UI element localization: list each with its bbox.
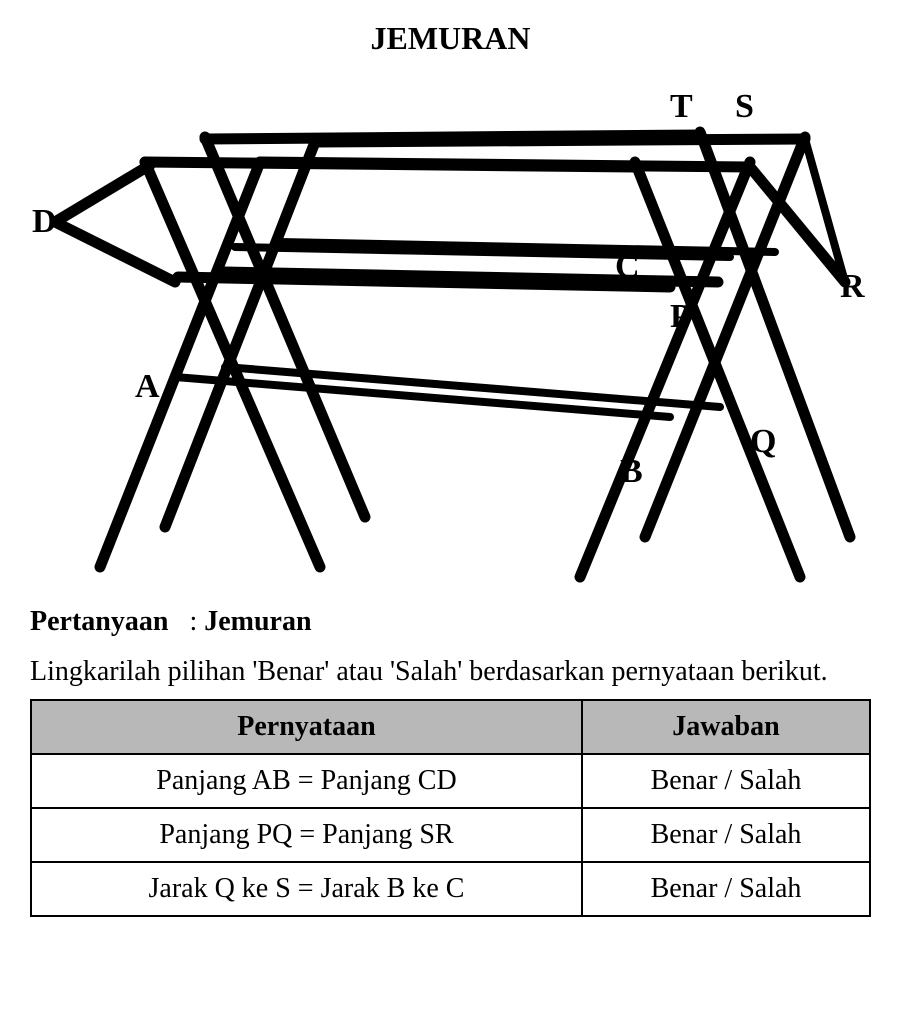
question-topic: Jemuran xyxy=(204,606,311,637)
label-B: B xyxy=(620,453,643,490)
jemuran-diagram: T S D C R P A Q B xyxy=(30,67,871,587)
diagram-svg: T S D C R P A Q B xyxy=(30,67,871,587)
cell-statement: Jarak Q ke S = Jarak B ke C xyxy=(31,862,582,916)
cell-statement: Panjang PQ = Panjang SR xyxy=(31,808,582,862)
label-R: R xyxy=(840,268,865,305)
table-row: Jarak Q ke S = Jarak B ke C Benar / Sala… xyxy=(31,862,870,916)
statement-table: Pernyataan Jawaban Panjang AB = Panjang … xyxy=(30,699,871,917)
question-separator: : xyxy=(189,606,197,637)
label-A: A xyxy=(135,368,160,405)
question-label: Pertanyaan xyxy=(30,606,168,637)
cell-answer: Benar / Salah xyxy=(582,754,870,808)
question-line: Pertanyaan : Jemuran xyxy=(30,602,871,641)
page-title: JEMURAN xyxy=(30,20,871,57)
header-answer: Jawaban xyxy=(582,700,870,754)
label-S: S xyxy=(735,88,754,125)
instruction-text: Lingkarilah pilihan 'Benar' atau 'Salah'… xyxy=(30,653,871,691)
label-T: T xyxy=(670,88,693,125)
header-statement: Pernyataan xyxy=(31,700,582,754)
cell-answer: Benar / Salah xyxy=(582,808,870,862)
label-P: P xyxy=(670,298,691,335)
cell-statement: Panjang AB = Panjang CD xyxy=(31,754,582,808)
label-D: D xyxy=(32,203,57,240)
table-row: Panjang AB = Panjang CD Benar / Salah xyxy=(31,754,870,808)
table-header-row: Pernyataan Jawaban xyxy=(31,700,870,754)
cell-answer: Benar / Salah xyxy=(582,862,870,916)
label-Q: Q xyxy=(750,423,776,460)
label-C: C xyxy=(615,248,640,285)
table-row: Panjang PQ = Panjang SR Benar / Salah xyxy=(31,808,870,862)
